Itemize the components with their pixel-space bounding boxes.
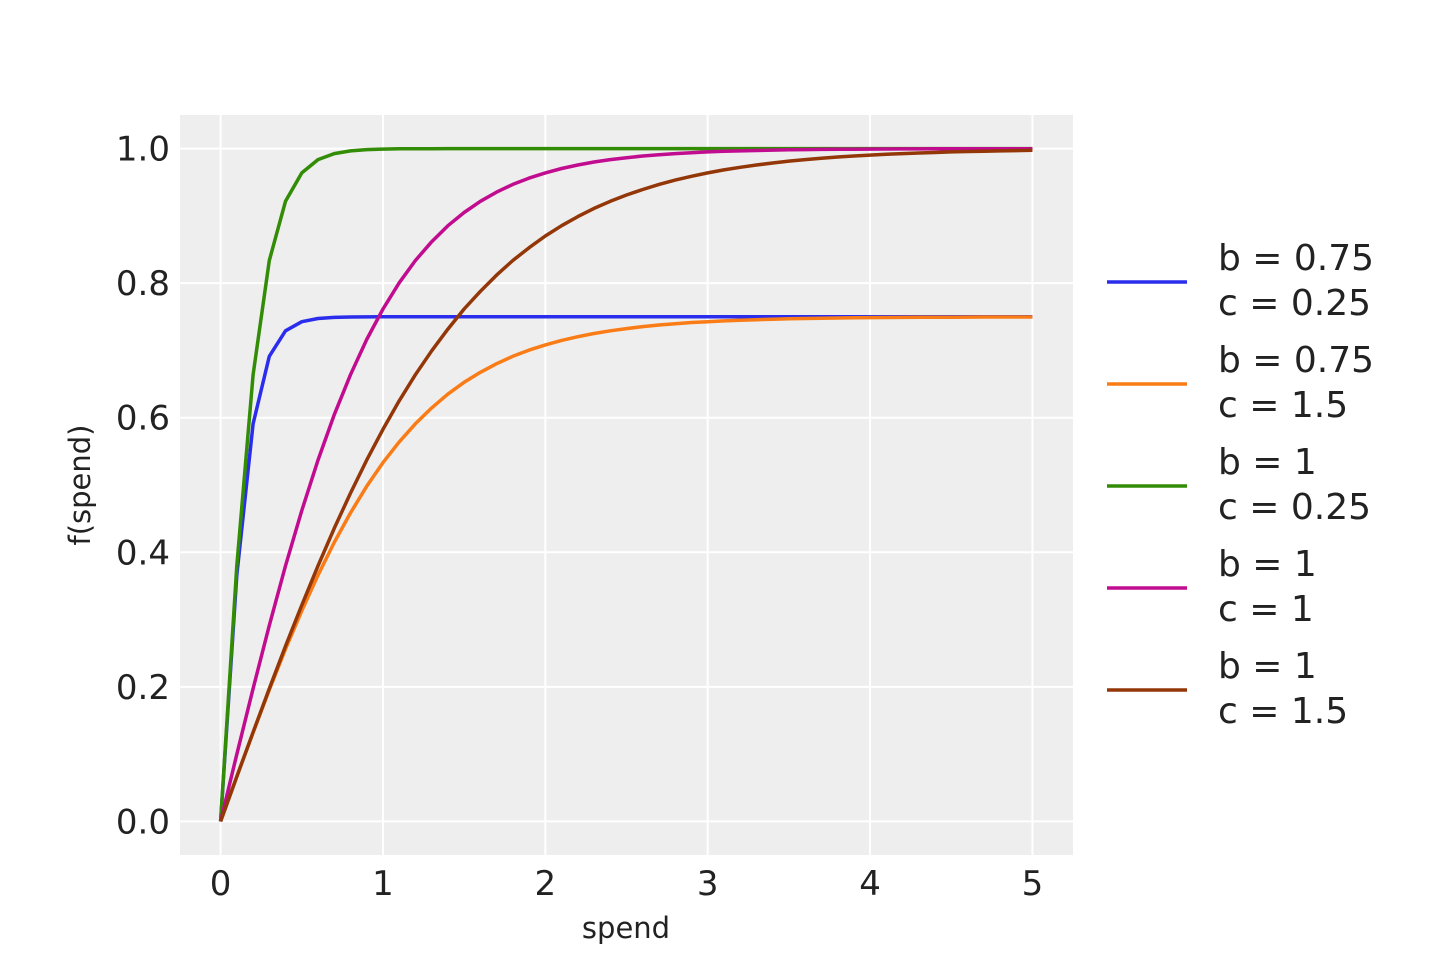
- x-tick-label: 0: [210, 864, 232, 904]
- legend-label: c = 1.5: [1218, 691, 1348, 732]
- legend-entry: b = 1c = 1.5: [1107, 646, 1348, 732]
- series-line-4: [218, 148, 1033, 822]
- legend-label: b = 1: [1218, 646, 1317, 687]
- legend: b = 0.75c = 0.25b = 0.75c = 1.5b = 1c = …: [1107, 238, 1374, 732]
- series-line-1: [218, 315, 1033, 822]
- grid: [180, 115, 1073, 855]
- legend-label: b = 0.75: [1218, 340, 1374, 381]
- legend-label: b = 1: [1218, 544, 1317, 585]
- x-tick-label: 1: [372, 864, 394, 904]
- legend-label: c = 1.5: [1218, 385, 1348, 426]
- legend-label: b = 0.75: [1218, 238, 1374, 279]
- y-tick-label: 0.8: [116, 264, 170, 304]
- y-tick-label: 0.2: [116, 668, 170, 708]
- y-axis-label: f(spend): [63, 425, 97, 546]
- legend-entry: b = 0.75c = 0.25: [1107, 238, 1374, 324]
- x-tick-label: 2: [534, 864, 556, 904]
- x-tick-label: 5: [1022, 864, 1044, 904]
- x-axis-label: spend: [582, 911, 670, 945]
- y-tick-label: 0.4: [116, 533, 170, 573]
- legend-label: c = 0.25: [1218, 283, 1371, 324]
- legend-entry: b = 1c = 1: [1107, 544, 1317, 630]
- legend-entry: b = 0.75c = 1.5: [1107, 340, 1374, 426]
- y-tick-label: 1.0: [116, 130, 170, 170]
- legend-label: c = 1: [1218, 589, 1314, 630]
- tick-labels: 0 1 2 3 4 5 0.0 0.2 0.4 0.6 0.8 1.0: [116, 130, 1043, 904]
- x-tick-label: 4: [859, 864, 881, 904]
- legend-label: c = 0.25: [1218, 487, 1371, 528]
- y-tick-label: 0.6: [116, 399, 170, 439]
- legend-label: b = 1: [1218, 442, 1317, 483]
- plot-background: [180, 115, 1073, 855]
- y-tick-label: 0.0: [116, 802, 170, 842]
- series-lines: [218, 146, 1033, 822]
- series-line-3: [218, 146, 1033, 822]
- x-tick-label: 3: [697, 864, 719, 904]
- legend-entry: b = 1c = 0.25: [1107, 442, 1371, 528]
